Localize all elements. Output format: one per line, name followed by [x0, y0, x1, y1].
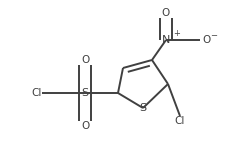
Text: O: O — [81, 55, 89, 65]
Text: Cl: Cl — [32, 88, 42, 98]
Text: Cl: Cl — [175, 116, 185, 126]
Text: S: S — [139, 103, 147, 113]
Text: O: O — [202, 35, 210, 45]
Text: −: − — [210, 32, 217, 40]
Text: +: + — [173, 30, 180, 38]
Text: S: S — [81, 88, 88, 98]
Text: N: N — [162, 35, 170, 45]
Text: O: O — [162, 8, 170, 18]
Text: O: O — [81, 121, 89, 131]
